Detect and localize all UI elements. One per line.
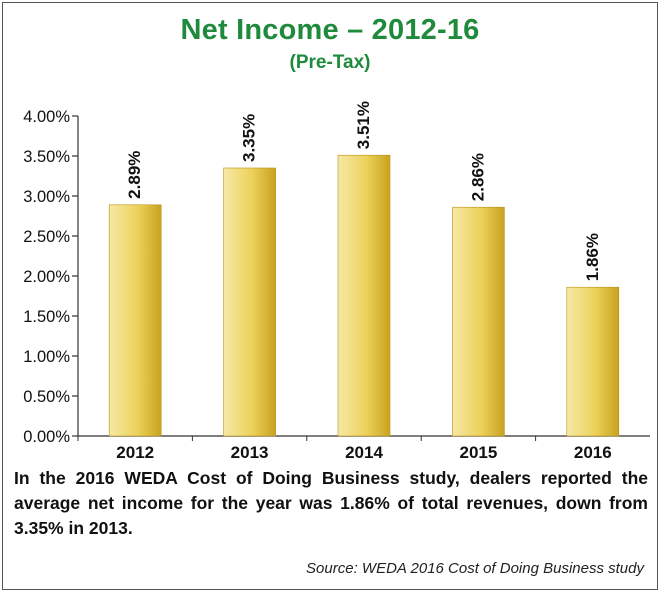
value-label: 1.86% (583, 233, 602, 281)
value-label: 3.35% (240, 114, 259, 162)
bar-2016 (566, 286, 620, 437)
bar-2012 (108, 204, 162, 437)
bar-2015 (452, 206, 505, 437)
y-tick-label: 3.50% (23, 148, 70, 166)
chart-caption: In the 2016 WEDA Cost of Doing Business … (14, 468, 648, 538)
bar-2013 (223, 167, 276, 437)
y-tick-label: 1.50% (23, 308, 70, 326)
value-label: 2.86% (468, 153, 487, 201)
y-tick-label: 2.00% (23, 268, 70, 286)
y-tick-label: 3.00% (23, 188, 70, 206)
source-note: Source: WEDA 2016 Cost of Doing Business… (306, 560, 644, 577)
bar-2014 (337, 154, 391, 437)
x-tick-label: 2015 (459, 443, 497, 462)
x-tick-label: 2013 (231, 443, 269, 462)
x-tick-label: 2012 (116, 443, 154, 462)
x-tick-label: 2016 (574, 443, 612, 462)
bar-chart: 0.00% 0.50% 1.00% 1.50% 2.00% 2.50% 3.00% 3.50%… (23, 101, 650, 462)
y-tick-label: 2.50% (23, 228, 70, 246)
x-tick-label: 2014 (345, 443, 383, 462)
chart-title: Net Income – 2012-16 (180, 14, 480, 46)
y-tick-label: 1.00% (23, 348, 70, 366)
y-tick-label: 0.00% (23, 428, 70, 446)
value-label: 3.51% (354, 101, 373, 149)
chart-subtitle: (Pre-Tax) (289, 52, 371, 73)
value-label: 2.89% (125, 151, 144, 199)
y-tick-label: 4.00% (23, 108, 70, 126)
y-tick-label: 0.50% (23, 388, 70, 406)
